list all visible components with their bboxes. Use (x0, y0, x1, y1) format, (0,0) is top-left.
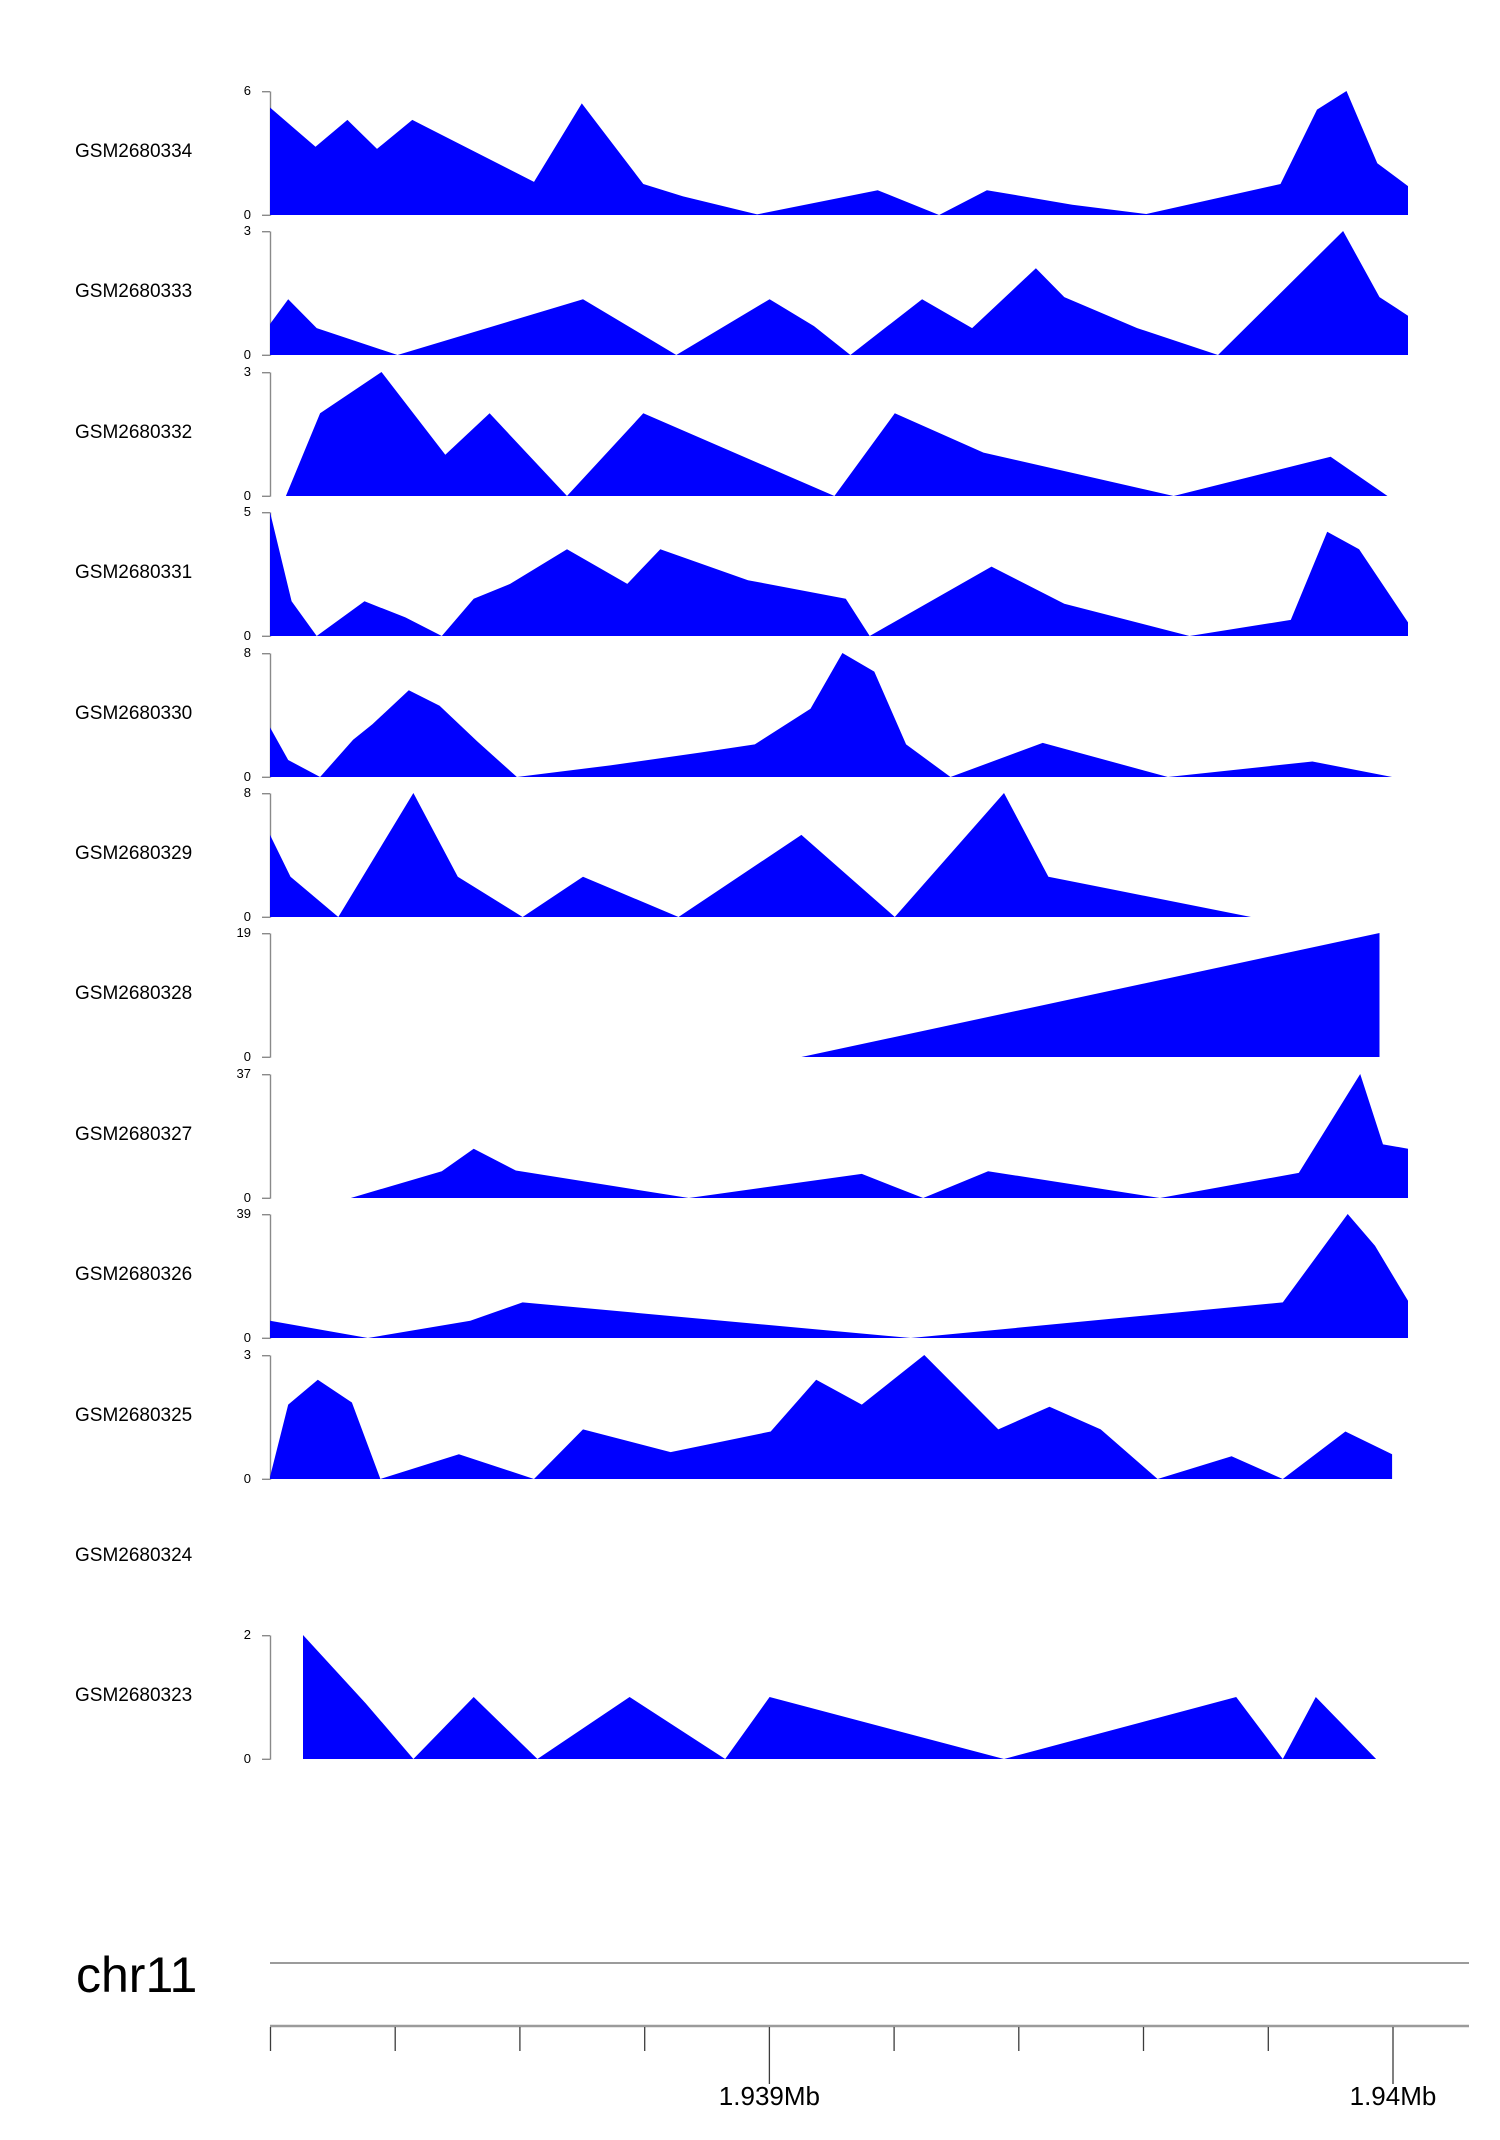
track-area-chart (262, 231, 1408, 357)
track-label: GSM2680334 (75, 141, 193, 162)
chromosome-label: chr11 (76, 1947, 198, 2003)
y-axis-min-label: 0 (243, 1330, 251, 1345)
track-label: GSM2680332 (75, 422, 193, 443)
coverage-area-fill (303, 1635, 1377, 1759)
coverage-area-fill (270, 1355, 1393, 1479)
track-label: GSM2680323 (75, 1685, 193, 1706)
y-axis-max-label: 37 (236, 1066, 251, 1081)
ruler-tick-label: 1.939Mb (718, 2081, 820, 2111)
track-area-chart (262, 653, 1393, 779)
y-axis-max-label: 8 (243, 645, 251, 660)
y-axis-max-label: 6 (243, 83, 251, 98)
y-axis-min-label: 0 (243, 1471, 251, 1486)
track-label: GSM2680327 (75, 1124, 193, 1145)
track-label: GSM2680325 (75, 1405, 193, 1426)
track-area-chart (262, 91, 1408, 217)
track-area-chart (262, 512, 1408, 638)
track-area-chart (262, 372, 1388, 498)
chromosome-line (270, 1962, 1469, 1964)
track-label: GSM2680333 (75, 281, 193, 302)
track-label: GSM2680324 (75, 1545, 193, 1566)
coverage-area-fill (270, 653, 1393, 777)
coverage-area-fill (350, 1074, 1408, 1198)
coverage-area-fill (801, 933, 1380, 1057)
track-label: GSM2680330 (75, 703, 193, 724)
coverage-area-fill (270, 231, 1408, 355)
y-axis-min-label: 0 (243, 488, 251, 503)
coverage-area-fill (285, 372, 1388, 496)
track-label: GSM2680326 (75, 1264, 193, 1285)
y-axis-max-label: 19 (236, 925, 251, 940)
y-axis-max-label: 3 (243, 364, 251, 379)
y-axis-max-label: 5 (243, 504, 251, 519)
track-area-chart (262, 1635, 1377, 1761)
coverage-area-fill (270, 91, 1408, 215)
y-axis-max-label: 39 (236, 1206, 251, 1221)
y-axis-min-label: 0 (243, 628, 251, 643)
track-label: GSM2680328 (75, 983, 193, 1004)
track-area-chart (262, 793, 1251, 919)
track-label: GSM2680329 (75, 843, 193, 864)
y-axis-min-label: 0 (243, 207, 251, 222)
y-axis-max-label: 3 (243, 1347, 251, 1362)
track-area-chart (262, 933, 1380, 1059)
y-axis-min-label: 0 (243, 769, 251, 784)
genome-ruler (269, 2024, 1469, 2084)
y-axis-max-label: 3 (243, 223, 251, 238)
y-axis-min-label: 0 (243, 1190, 251, 1205)
y-axis-min-label: 0 (243, 909, 251, 924)
coverage-area-fill (270, 793, 1251, 917)
coverage-area-fill (270, 1214, 1408, 1338)
y-axis-max-label: 8 (243, 785, 251, 800)
y-axis-max-label: 2 (243, 1627, 251, 1642)
track-area-chart (262, 1214, 1408, 1340)
track-label: GSM2680331 (75, 562, 193, 583)
y-axis-min-label: 0 (243, 347, 251, 362)
track-area-chart (262, 1074, 1408, 1200)
y-axis-min-label: 0 (243, 1049, 251, 1064)
track-area-chart (262, 1355, 1393, 1481)
ruler-tick-label: 1.94Mb (1349, 2081, 1437, 2111)
y-axis-min-label: 0 (243, 1751, 251, 1766)
coverage-area-fill (270, 512, 1408, 636)
